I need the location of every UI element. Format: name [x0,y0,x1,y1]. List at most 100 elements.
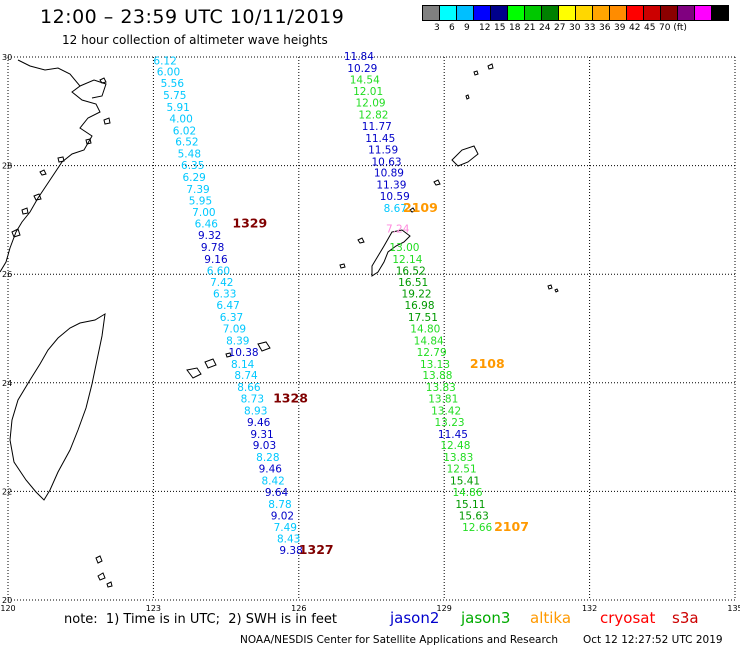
wave-height-value: 6.29 [182,172,205,184]
generated-date: Oct 12 12:27:52 UTC 2019 [583,634,723,646]
wave-height-value: 6.47 [216,300,239,312]
china-islands [11,77,111,238]
legend-label: 24 [539,23,551,33]
y-tick-label: 20 [2,596,12,605]
wave-height-value: 9.46 [259,464,283,476]
x-tick-label: 120 [0,604,15,613]
wave-height-value: 7.42 [210,277,233,289]
wave-height-value: 6.60 [207,265,230,277]
legend-label: 9 [464,23,470,33]
wave-height-value: 6.52 [175,137,198,149]
wave-height-value: 15.63 [459,510,489,522]
pass-time-label: 1328 [273,391,308,406]
wave-height-value: 17.51 [408,312,438,324]
ryukyu-small-islands [339,63,559,293]
pass-time-label: 2107 [494,519,529,534]
legend-label: 21 [524,23,536,33]
pass-time-label: 2109 [403,200,438,215]
wave-height-value: 11.84 [344,51,374,63]
wave-height-value: 7.49 [274,522,297,534]
wave-height-value: 12.82 [358,110,388,122]
wave-height-values: 6.126.005.565.755.914.006.026.525.486.35… [153,51,492,557]
wave-height-value: 9.64 [265,487,289,499]
wave-height-value: 8.74 [234,370,258,382]
wave-height-value: 19.22 [402,289,432,301]
x-tick-label: 126 [291,604,306,613]
china-coast [0,59,101,273]
satellite-jason2: jason2 [390,609,440,627]
wave-height-value: 13.88 [422,370,452,382]
wave-height-value: 8.78 [268,499,291,511]
wave-height-value: 12.48 [440,440,470,452]
wave-height-value: 13.83 [426,382,456,394]
wave-height-value: 16.98 [404,300,434,312]
wave-height-value: 12.51 [447,464,477,476]
wave-height-value: 9.31 [250,429,273,441]
wave-height-value: 6.33 [213,289,236,301]
legend-label: 39 [614,23,626,33]
legend-label: 36 [599,23,611,33]
taiwan-coast [9,313,106,501]
satellite-cryosat: cryosat [600,609,656,627]
wave-height-value: 14.54 [350,74,380,86]
wave-height-value: 13.23 [435,417,465,429]
wave-height-value: 5.91 [166,102,189,114]
wave-height-value: 12.79 [417,347,447,359]
legend-swatch [711,5,729,21]
wave-height-value: 11.39 [376,180,406,192]
pass-time-label: 2108 [470,356,505,371]
wave-height-value: 5.56 [161,78,185,90]
satellite-s3a: s3a [672,609,699,627]
wave-height-value: 15.41 [450,476,480,488]
wave-height-value: 11.45 [365,133,395,145]
wave-height-value: 7.39 [186,184,209,196]
coastline [0,59,559,588]
wave-height-value: 7.09 [223,324,246,336]
wave-height-value: 11.59 [368,144,398,156]
y-tick-label: 22 [2,487,12,496]
legend-label: 70 (ft) [659,23,687,33]
legend-label: 33 [584,23,596,33]
wave-height-value: 8.66 [237,382,261,394]
pass-time-label: 1327 [299,542,334,557]
wave-height-value: 8.42 [261,476,284,488]
legend-label: 18 [509,23,521,33]
legend-label: 27 [554,23,566,33]
wave-height-value: 14.86 [452,487,482,499]
legend-labels: 3 6 9 12 15 18 21 24 27 30 33 36 39 42 45 70 (ft) [422,21,728,35]
wave-height-value: 8.73 [241,394,264,406]
legend-label: 45 [644,23,656,33]
wave-height-value: 12.09 [356,98,386,110]
wave-height-value: 9.78 [201,242,224,254]
satellite-jason3: jason3 [461,609,511,627]
wave-height-value: 14.80 [410,324,440,336]
wave-height-value: 13.81 [428,394,458,406]
wave-height-value: 9.46 [247,417,271,429]
wave-height-value: 12.01 [353,86,383,98]
wave-height-value: 6.35 [181,160,204,172]
wave-height-value: 6.37 [220,312,243,324]
wave-height-value: 9.16 [204,254,228,266]
wave-height-value: 6.12 [153,55,176,67]
wave-height-value: 13.00 [389,242,419,254]
credit-line: NOAA/NESDIS Center for Satellite Applica… [240,634,558,646]
wave-height-value: 14.84 [414,335,444,347]
wave-height-value: 8.93 [244,405,267,417]
wave-height-value: 5.48 [178,149,201,161]
yaeyama-islands [186,341,271,379]
wave-height-value: 5.75 [163,90,186,102]
china-coast-inlet [79,79,107,99]
wave-height-value: 8.14 [231,359,255,371]
legend-swatches [422,5,729,21]
wave-height-value: 9.32 [198,230,221,242]
wave-height-value: 13.83 [443,452,473,464]
wave-height-value: 11.77 [362,121,392,133]
wave-height-value: 7.24 [386,224,410,236]
wave-height-value: 6.02 [173,125,196,137]
wave-height-value: 13.13 [420,359,450,371]
color-legend: 3 6 9 12 15 18 21 24 27 30 33 36 39 42 45 70 (ft) [422,5,729,35]
wave-height-value: 7.00 [192,207,215,219]
legend-label: 30 [569,23,581,33]
x-tick-label: 123 [146,604,161,613]
wave-height-value: 10.59 [380,191,410,203]
